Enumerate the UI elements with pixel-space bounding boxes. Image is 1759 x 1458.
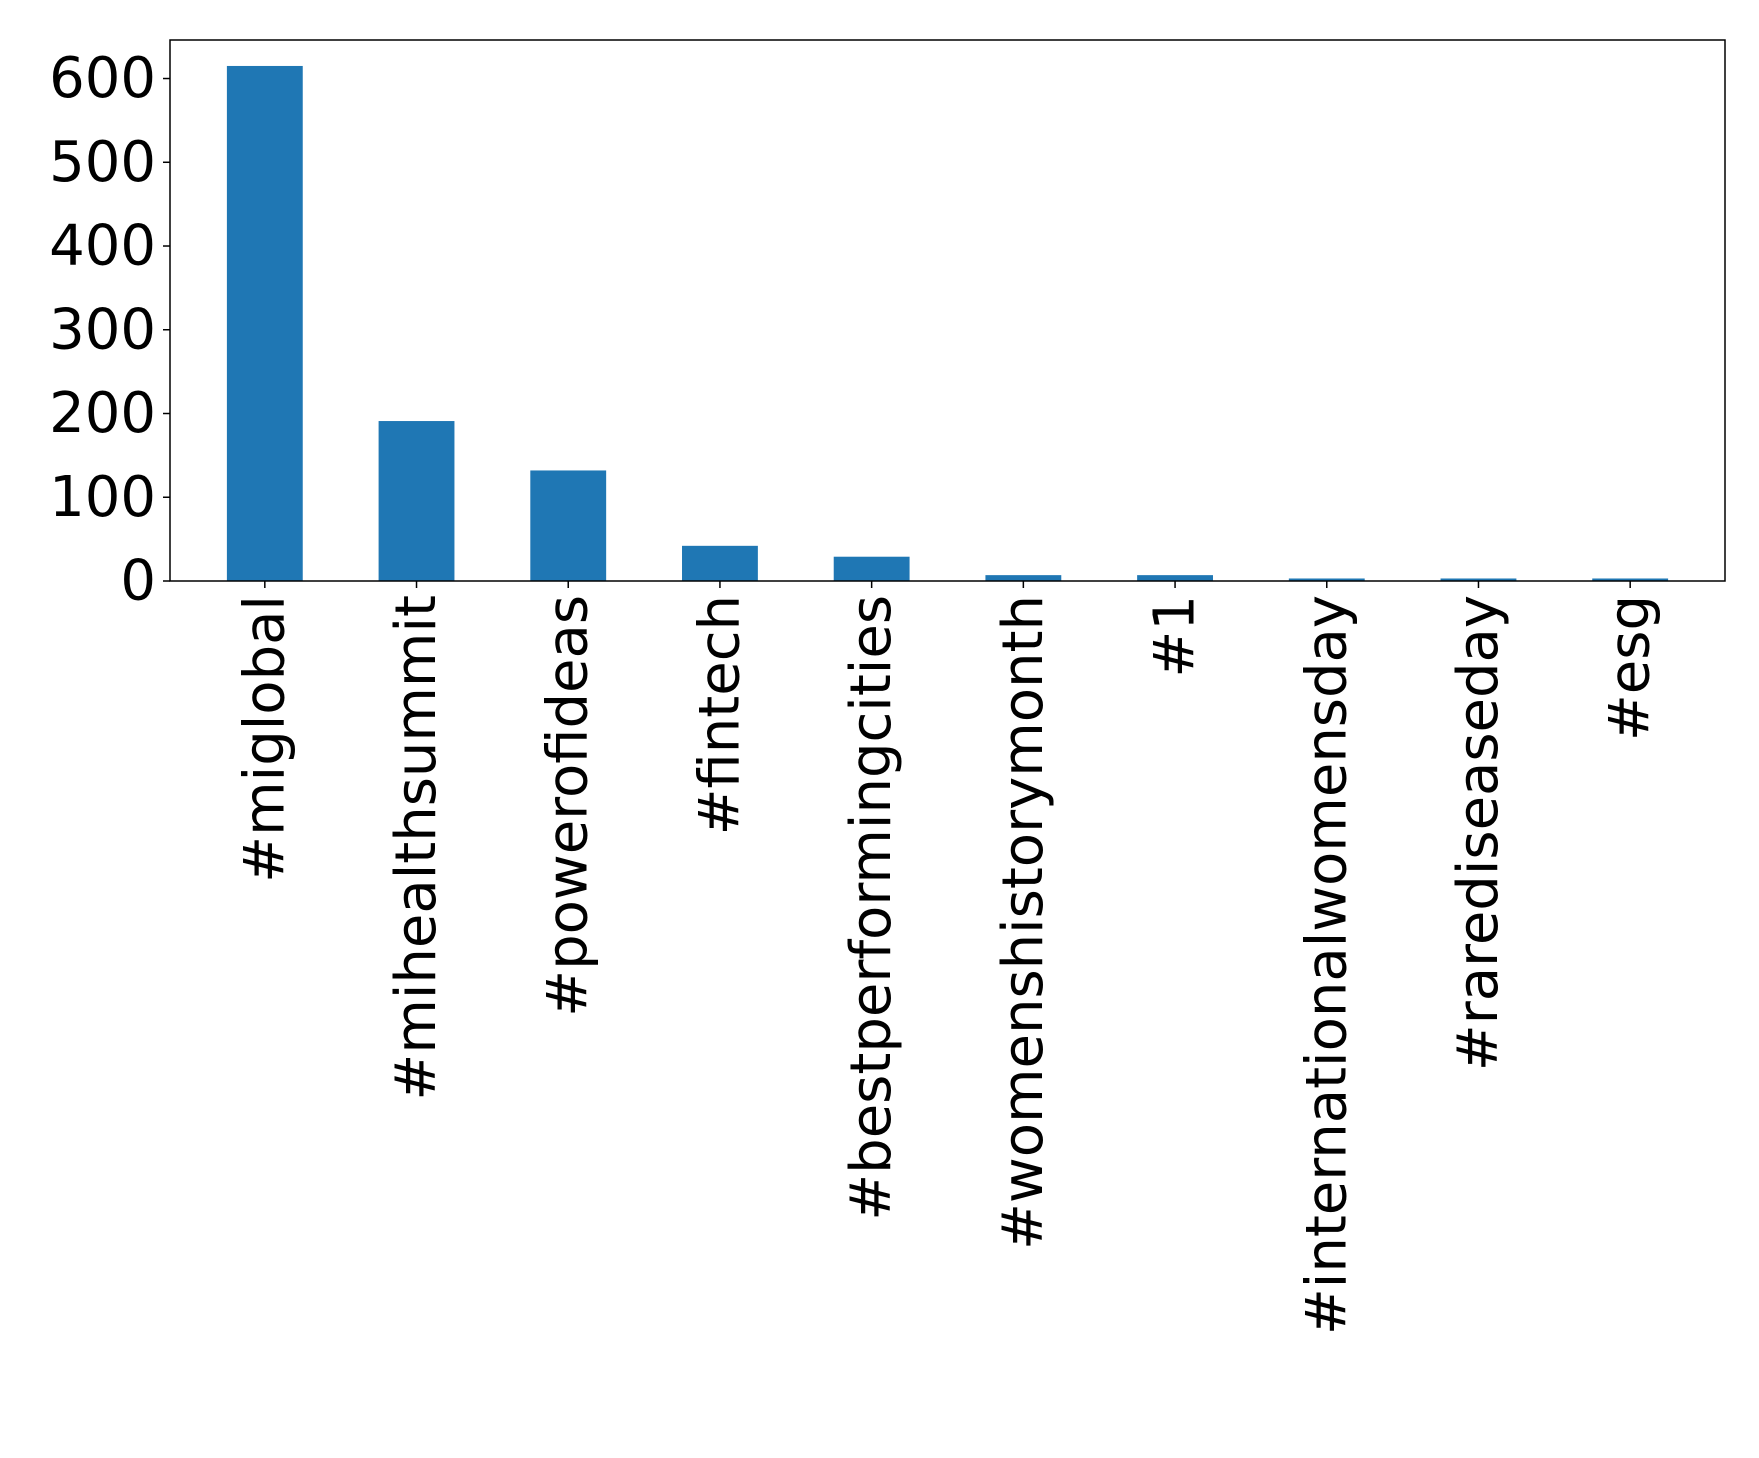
- bar-bestperformingcities: [833, 556, 910, 581]
- x-tick-label: #bestperformingcities: [839, 595, 904, 1221]
- bar-esg: [1592, 578, 1669, 581]
- bars-group: [226, 65, 1669, 581]
- y-tick-label: 300: [49, 297, 156, 362]
- y-tick-label: 0: [120, 549, 156, 614]
- bar-1: [1137, 575, 1213, 581]
- x-axis: #miglobal #mihealthsummit #powerofideas #fi…: [232, 581, 1663, 1335]
- y-tick-label: 200: [49, 381, 156, 446]
- bar-fintech: [682, 545, 758, 581]
- bar-powerofideas: [530, 470, 607, 581]
- bar-womenshistorymonth: [985, 575, 1062, 581]
- bar-rarediseaseday: [1440, 578, 1517, 581]
- x-tick-label: #1: [1143, 595, 1208, 678]
- bar-miglobal: [226, 65, 303, 581]
- y-axis: 0 100 200 300 400 500 600: [49, 46, 170, 614]
- bar-mihealthsummit: [378, 421, 455, 581]
- x-tick-label: #powerofideas: [536, 595, 601, 1017]
- y-tick-label: 600: [49, 46, 156, 111]
- x-tick-label: #fintech: [687, 595, 752, 835]
- x-tick-label: #mihealthsummit: [384, 595, 449, 1101]
- x-tick-label: #esg: [1598, 595, 1663, 741]
- bar-internationalwomensday: [1288, 578, 1365, 581]
- y-tick-label: 100: [49, 465, 156, 530]
- x-tick-label: #miglobal: [232, 595, 297, 883]
- y-tick-label: 500: [49, 130, 156, 195]
- x-tick-label: #internationalwomensday: [1294, 595, 1359, 1335]
- x-tick-label: #womenshistorymonth: [991, 595, 1056, 1250]
- plot-frame: [169, 39, 1726, 582]
- y-tick-label: 400: [49, 214, 156, 279]
- x-tick-label: #rarediseaseday: [1446, 595, 1511, 1071]
